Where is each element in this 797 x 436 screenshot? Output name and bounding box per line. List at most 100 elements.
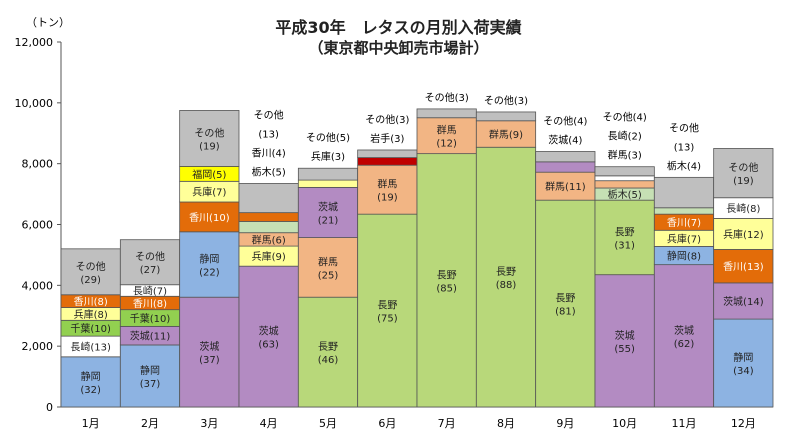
segment-label: 栃木(5) [608,188,642,201]
annotation-label: その他 [669,121,699,134]
chart-title: 平成30年 レタスの月別入荷実績 [275,18,522,37]
annotation-label: その他(5) [306,131,350,144]
y-tick-label: 12,000 [15,36,54,49]
segment-label: 長崎(7) [133,285,167,298]
bar-segment [713,249,774,284]
segment-label-pct: (34) [733,366,754,377]
bar-segment [238,221,299,234]
bar-segment [535,161,596,173]
segment-label: 静岡(8) [667,250,701,263]
segment-label: 福岡(5) [192,168,226,181]
annotation-label: その他(4) [603,111,647,124]
x-tick-label: 6月 [378,417,396,430]
segment-label-pct: (22) [199,267,220,278]
bar-segment [535,199,596,408]
bar-segment [475,111,537,122]
segment-label: 香川(8) [133,298,167,310]
bar-segment [357,157,418,166]
annotation-label: (13) [258,129,279,140]
annotation-label: その他(4) [543,115,587,128]
segment-label: 群馬 [377,178,397,191]
segment-label: 兵庫(9) [252,250,286,263]
segment-label: 茨城 [318,200,338,213]
segment-label-pct: (81) [555,307,576,318]
bar-segment [119,344,181,408]
annotation-label: 栃木(5) [252,165,286,178]
bar-segment [594,166,655,177]
segment-label-pct: (85) [436,283,457,294]
segment-label: 静岡 [199,252,219,265]
segment-label: 群馬 [437,124,457,137]
x-tick-label: 4月 [260,417,278,430]
segment-label: 茨城 [259,325,279,338]
annotation-label: (13) [674,142,695,153]
segment-label-pct: (21) [318,215,339,226]
segment-label-pct: (37) [140,379,161,390]
segment-label: 長野 [318,341,338,353]
y-tick-label: 4,000 [22,279,54,292]
axis-layer: （トン） 0 2,000 4,000 6,000 8,000 10,000 12,000 1月 2… [15,16,773,430]
bar-segment [475,146,537,408]
segment-label: 長崎(13) [70,340,111,353]
segment-label: 香川(13) [723,261,764,273]
segment-label-pct: (63) [258,340,279,351]
bar-segment [238,265,299,408]
segment-label: 長崎(8) [726,202,760,215]
annotation-label: 岩手(3) [370,132,404,145]
segment-label: その他 [194,126,224,139]
segment-label: 茨城 [199,340,219,353]
bar-segment [357,164,418,215]
x-tick-label: 2月 [141,417,159,430]
segment-label-pct: (19) [377,193,398,204]
segment-label: その他 [76,260,106,273]
segment-label: 長野 [615,226,635,238]
segment-label-pct: (12) [436,139,457,150]
annotation-label: 兵庫(3) [311,150,345,163]
segment-label-pct: (75) [377,314,398,325]
bar-segment [653,207,715,215]
segment-label: 静岡 [81,370,101,383]
segment-label: 長野 [496,266,516,278]
segment-label-pct: (55) [614,344,635,355]
bar-segment [238,212,299,222]
bar-segment [594,199,655,276]
bar-segment [179,110,240,167]
segment-label: 千葉(10) [70,322,111,335]
x-tick-label: 5月 [319,417,337,430]
annotation-label: その他(3) [365,113,409,126]
x-tick-label: 1月 [82,417,100,430]
segment-label: 兵庫(7) [192,186,226,199]
segment-label: 群馬 [318,255,338,268]
segment-label: 香川(10) [189,212,230,224]
x-tick-label: 3月 [200,417,218,430]
bar-segment [297,179,359,188]
bar-segment [713,148,774,199]
segment-label: 群馬(11) [545,180,586,193]
segment-label: 茨城 [615,329,635,342]
segment-label-pct: (88) [496,280,517,291]
segment-label-pct: (19) [199,141,220,152]
segment-label: 茨城(14) [723,295,764,308]
bar-segment [416,108,477,119]
segment-label: 群馬(9) [489,128,523,141]
annotation-label: その他(3) [425,91,469,104]
bar-segment [60,356,121,408]
bar-segment [713,318,774,408]
x-tick-label: 10月 [612,417,637,430]
bar-segment [179,201,240,233]
bar-segment [594,180,655,189]
bar-segment [653,176,715,209]
bar-layer: 静岡(32)長崎(13)千葉(10)兵庫(8)香川(8)その他(29)静岡(37… [60,108,774,408]
chart-subtitle: （東京都中央卸売市場計） [308,39,489,57]
bar-segment [297,296,359,408]
bar-segment [713,218,774,250]
annotation-label: 茨城(4) [548,134,582,147]
bar-segment [179,231,240,298]
segment-label-pct: (25) [318,270,339,281]
bar-segment [594,175,655,182]
segment-label: その他 [135,250,165,263]
x-tick-label: 11月 [672,417,697,430]
x-tick-label: 12月 [731,417,756,430]
segment-label: 兵庫(8) [74,308,108,321]
y-axis-unit-label: （トン） [26,16,70,29]
